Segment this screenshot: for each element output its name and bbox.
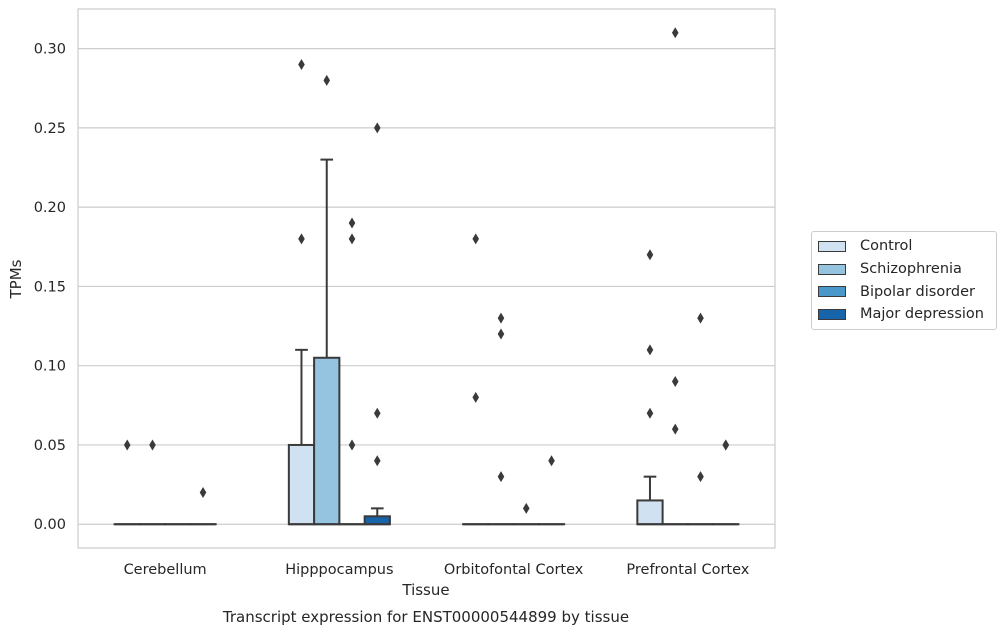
outlier-point	[671, 376, 679, 388]
legend-label: Bipolar disorder	[860, 283, 975, 300]
y-tick-label: 0.20	[34, 200, 66, 216]
chart-title: Transcript expression for ENST0000054489…	[222, 608, 629, 626]
outliers	[123, 27, 730, 514]
outlier-point	[722, 439, 730, 451]
outlier-point	[323, 74, 331, 86]
outlier-point	[348, 217, 356, 229]
legend-swatch	[818, 286, 846, 298]
plot-frame	[77, 8, 776, 549]
outlier-point	[646, 407, 654, 419]
y-tick-label: 0.05	[34, 438, 66, 454]
legend-swatch	[818, 240, 846, 252]
outlier-point	[497, 471, 505, 483]
y-tick-labels: 0.00 0.05 0.10 0.15 0.20 0.25 0.30	[34, 42, 66, 534]
legend-swatch	[818, 263, 846, 275]
legend-swatch	[818, 308, 846, 320]
outlier-point	[646, 344, 654, 356]
y-tick-label: 0.30	[34, 42, 66, 58]
x-tick-label: Orbitofontal Cortex	[444, 562, 584, 578]
legend-item: Schizophrenia	[818, 258, 996, 281]
outlier-point	[373, 407, 381, 419]
outlier-point	[697, 471, 704, 483]
legend-label: Major depression	[860, 306, 984, 323]
legend-label: Control	[860, 238, 913, 255]
box	[363, 515, 391, 526]
outlier-point	[472, 391, 480, 403]
outlier-point	[472, 233, 480, 245]
outlier-point	[497, 328, 505, 340]
y-tick-label: 0.15	[34, 279, 66, 295]
y-tick-label: 0.00	[34, 517, 66, 533]
y-axis-label: TPMs	[7, 259, 25, 299]
box	[636, 499, 664, 526]
outlier-point	[348, 233, 356, 245]
legend-item: Control	[818, 235, 996, 258]
outlier-point	[522, 502, 530, 514]
outlier-point	[548, 455, 555, 467]
x-tick-label: Cerebellum	[124, 562, 207, 578]
legend-label: Schizophrenia	[860, 261, 962, 278]
x-tick-label: Prefrontal Cortex	[626, 562, 749, 578]
outlier-point	[123, 439, 131, 451]
outlier-point	[298, 58, 305, 70]
legend-item: Bipolar disorder	[818, 280, 996, 303]
x-tick-labels: Cerebellum Hipppocampus Orbitofontal Corte…	[124, 562, 750, 578]
gridlines	[78, 48, 775, 525]
outlier-point	[373, 122, 381, 134]
y-tick-label: 0.10	[34, 359, 66, 375]
box	[313, 356, 341, 526]
x-axis-label: Tissue	[401, 581, 449, 599]
outlier-point	[348, 439, 356, 451]
legend-item: Major depression	[818, 303, 996, 326]
outlier-point	[199, 487, 207, 499]
boxes	[113, 158, 740, 526]
outlier-point	[671, 423, 679, 435]
box	[287, 443, 316, 526]
y-tick-label: 0.25	[34, 121, 66, 137]
x-tick-label: Hipppocampus	[285, 562, 393, 578]
outlier-point	[671, 27, 679, 39]
outlier-point	[373, 455, 381, 467]
outlier-point	[697, 312, 704, 324]
legend: Control Schizophrenia Bipolar disorder Majo…	[811, 231, 997, 330]
outlier-point	[497, 312, 505, 324]
outlier-point	[298, 233, 305, 245]
outlier-point	[646, 249, 654, 261]
outlier-point	[149, 439, 156, 451]
